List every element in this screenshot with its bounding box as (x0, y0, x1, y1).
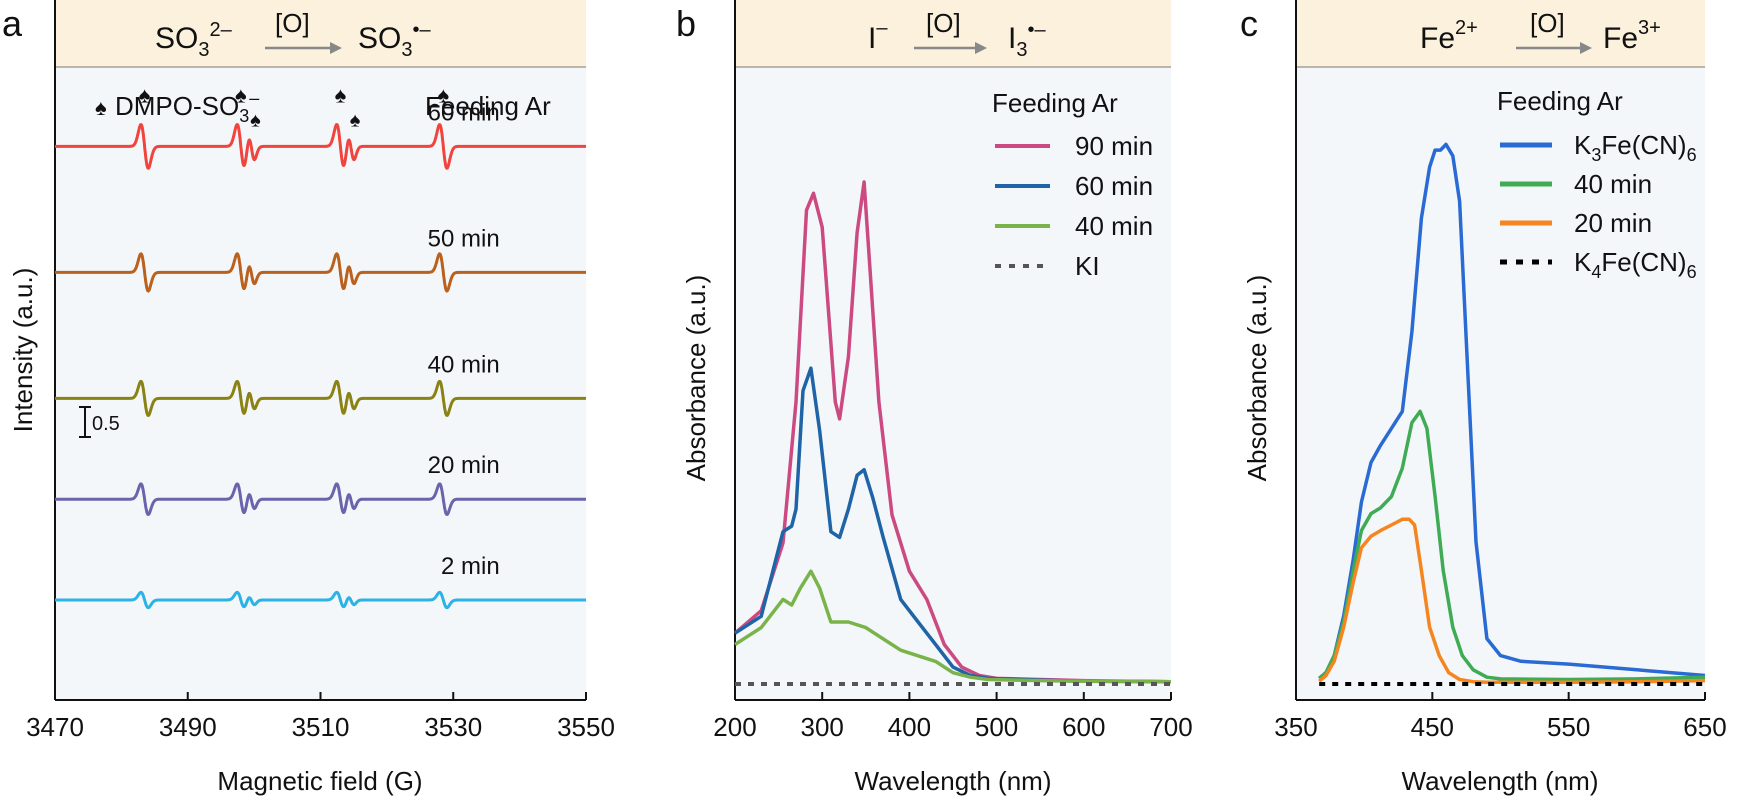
panel-a-series: 60 min 50 min 40 min 20 min 2 min (55, 99, 586, 610)
panel-c-legend-label: K3Fe(CN)6 (1574, 130, 1697, 165)
panel-b: b I– [O] I3•– Feeding Ar 90 min 60 min 40 … (676, 0, 1193, 796)
panel-b-reaction-reactant: I– (868, 17, 888, 55)
panel-a-reaction-reactant: SO32– (155, 19, 233, 61)
product-sub: 3 (1016, 39, 1027, 61)
panel-b-xtick-label: 300 (801, 712, 844, 742)
panel-c-letter: c (1240, 3, 1258, 44)
panel-a-peak-marker: ♠ (437, 82, 449, 107)
panel-a-peak-marker: ♠ (335, 82, 347, 107)
panel-a-xtick-label: 3490 (159, 712, 217, 742)
panel-a-xtick-label: 3530 (424, 712, 482, 742)
panel-c-legend-label: 20 min (1574, 208, 1652, 238)
panel-b-xtick-label: 400 (888, 712, 931, 742)
panel-a-series-2-min (55, 590, 586, 610)
panel-c-legend-label: K4Fe(CN)6 (1574, 247, 1697, 282)
panel-a-scale-bar: 0.5 (79, 406, 120, 438)
panel-c-xtick-label: 650 (1683, 712, 1726, 742)
panel-a-series-label: 50 min (428, 225, 500, 252)
panel-a-series-20-min (55, 482, 586, 517)
panel-b-xtick-label: 200 (713, 712, 756, 742)
panel-c-reaction-product: Fe3+ (1603, 17, 1661, 55)
product-sup: 3+ (1638, 17, 1661, 39)
reactant-sub: 3 (198, 39, 209, 61)
panel-a-xtick-label: 3550 (557, 712, 615, 742)
panel-a-xtick-label: 3470 (26, 712, 84, 742)
panel-a-satellite-marker: ♠ (350, 109, 361, 131)
panel-b-reaction-arrowhead (975, 42, 987, 54)
panel-a-markers: ♠ ♠ ♠ ♠♠ ♠ (139, 82, 450, 131)
panel-a-series-50-min (55, 251, 586, 293)
panel-c-series (1318, 142, 1706, 686)
panel-b-xlabel: Wavelength (nm) (855, 766, 1052, 796)
panel-c-series-40-min (1318, 409, 1706, 682)
panel-a-annotation-marker: ♠ (95, 95, 107, 120)
panel-b-reaction-oxidant: [O] (926, 8, 961, 38)
product-sub: 3 (401, 39, 412, 61)
panel-a-header (55, 0, 586, 67)
panel-a-xlabel: Magnetic field (G) (217, 766, 422, 796)
panel-b-reaction-product: I3•– (1008, 19, 1046, 61)
reactant-sup: – (876, 17, 888, 39)
panel-a-reaction-oxidant: [O] (275, 8, 310, 38)
panel-a: a SO32– [O] SO3•– ♠ DMPO-SO3– Feeding Ar… (2, 0, 615, 796)
panel-c-legend-title: Feeding Ar (1497, 86, 1623, 116)
panel-c-ylabel: Absorbance (a.u.) (1242, 275, 1272, 482)
panel-c-reaction-arrowhead (1580, 42, 1592, 54)
panel-c-reaction-oxidant: [O] (1530, 8, 1565, 38)
panel-a-series-label: 20 min (428, 452, 500, 479)
panel-b-header (735, 0, 1171, 67)
scale-bar-value: 0.5 (92, 413, 120, 435)
panel-c-ticks: 350 450 550 650 (1274, 692, 1727, 742)
panel-b-ylabel: Absorbance (a.u.) (681, 275, 711, 482)
panel-a-series-label: 2 min (441, 553, 500, 580)
panel-c-header (1296, 0, 1705, 67)
product-sup: •– (412, 19, 431, 41)
panel-a-annotation-label: DMPO-SO3– (115, 88, 259, 126)
product-sup: •– (1027, 19, 1046, 41)
panel-b-legend-label: 90 min (1075, 131, 1153, 161)
panel-b-xtick-label: 700 (1149, 712, 1192, 742)
panel-a-ticks: 3470 3490 3510 3530 3550 (26, 692, 615, 742)
panel-c-legend: K3Fe(CN)6 40 min 20 min K4Fe(CN)6 (1500, 130, 1697, 282)
panel-b-xtick-label: 600 (1062, 712, 1105, 742)
panel-a-series-label: 60 min (428, 99, 500, 126)
panel-b-xtick-label: 500 (975, 712, 1018, 742)
panel-c-reaction-reactant: Fe2+ (1420, 17, 1478, 55)
panel-a-condition: Feeding Ar (425, 91, 551, 121)
panel-b-legend-label: 40 min (1075, 211, 1153, 241)
panel-b-series-40-min (734, 569, 1172, 684)
panel-a-letter: a (2, 3, 23, 44)
panel-a-xtick-label: 3510 (292, 712, 350, 742)
panel-c-xtick-label: 350 (1274, 712, 1317, 742)
panel-a-reaction-arrowhead (330, 42, 342, 54)
panel-c-xtick-label: 550 (1547, 712, 1590, 742)
panel-a-ylabel: Intensity (a.u.) (8, 268, 38, 433)
panel-a-peak-marker: ♠ (139, 82, 151, 107)
panel-c-plot-background (1296, 67, 1705, 700)
panel-b-series (733, 180, 1172, 686)
panel-b-letter: b (676, 3, 696, 44)
panel-a-reaction-product: SO3•– (358, 19, 431, 61)
panel-b-legend-label: 60 min (1075, 171, 1153, 201)
panel-b-legend: 90 min 60 min 40 min KI (995, 131, 1153, 281)
panel-a-series-60-min (55, 122, 586, 170)
panel-a-plot-background (55, 67, 586, 700)
panel-c: c Fe2+ [O] Fe3+ Feeding Ar K3Fe(CN)6 40 m… (1240, 0, 1727, 796)
panel-a-satellite-marker: ♠ (250, 109, 261, 131)
panel-c-xtick-label: 450 (1411, 712, 1454, 742)
panel-c-xlabel: Wavelength (nm) (1402, 766, 1599, 796)
panel-a-peak-marker: ♠ (235, 82, 247, 107)
panel-b-legend-label: KI (1075, 251, 1100, 281)
panel-a-series-40-min (55, 379, 586, 417)
panel-b-ticks: 200 300 400 500 600 700 (713, 692, 1193, 742)
panel-c-series-K3Fe-CN-6 (1318, 142, 1706, 680)
panel-c-legend-label: 40 min (1574, 169, 1652, 199)
panel-b-legend-title: Feeding Ar (992, 88, 1118, 118)
panel-b-plot-background (735, 67, 1171, 700)
reactant-sup: 2+ (1455, 17, 1478, 39)
reactant-sup: 2– (209, 19, 232, 41)
panel-a-series-label: 40 min (428, 351, 500, 378)
